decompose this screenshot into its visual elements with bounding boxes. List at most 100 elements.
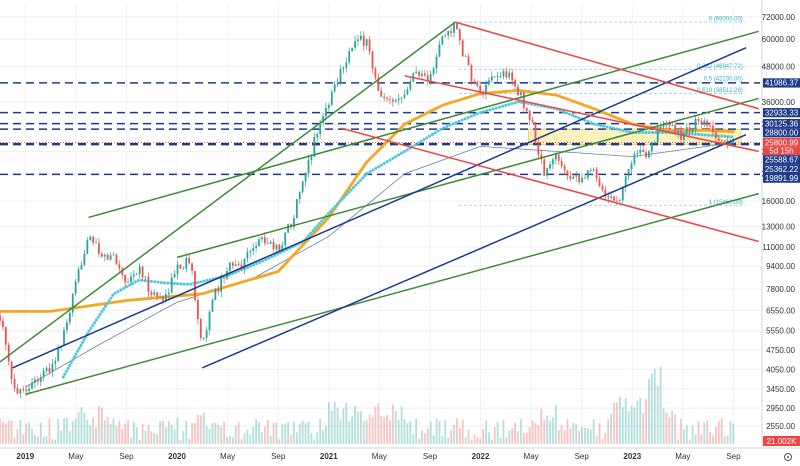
candle-body bbox=[464, 56, 467, 58]
fib-label: 0.382 (46947.72) bbox=[697, 64, 743, 70]
candle-body bbox=[703, 120, 706, 124]
candle-body bbox=[39, 377, 42, 382]
volume-bar bbox=[514, 422, 517, 444]
volume-bar bbox=[51, 439, 54, 444]
candle-body bbox=[383, 96, 386, 98]
volume-bar bbox=[557, 430, 560, 444]
volume-bar bbox=[633, 407, 636, 444]
candle-body bbox=[380, 90, 383, 97]
volume-bar bbox=[552, 417, 554, 444]
candle-body bbox=[31, 382, 33, 389]
volume-bar bbox=[648, 379, 650, 444]
volume-bar bbox=[386, 415, 388, 444]
candle-body bbox=[106, 254, 109, 260]
trend-line bbox=[0, 21, 456, 363]
candle-body bbox=[333, 84, 336, 92]
y-axis-ticks: 72000.0060000.0048000.0036000.0030000.00… bbox=[762, 13, 796, 431]
candle-body bbox=[706, 120, 709, 126]
candle-body bbox=[543, 159, 546, 176]
x-tick-label: 2021 bbox=[320, 452, 338, 461]
candle-body bbox=[662, 124, 665, 128]
volume-bar bbox=[13, 437, 16, 444]
candle-body bbox=[476, 82, 479, 86]
volume-bar bbox=[237, 422, 240, 444]
volume-bar bbox=[461, 419, 464, 444]
candle-body bbox=[421, 73, 423, 76]
countdown-box bbox=[763, 147, 800, 156]
volume-bar bbox=[185, 420, 188, 444]
candle-body bbox=[418, 71, 420, 76]
candle-body bbox=[121, 268, 124, 276]
volume-bar bbox=[656, 385, 659, 444]
volume-bar bbox=[89, 425, 92, 444]
volume-bar bbox=[31, 428, 33, 444]
fib-label: 0 (69000.00) bbox=[709, 17, 743, 23]
candle-body bbox=[141, 266, 144, 278]
y-tick-label: 11000.00 bbox=[762, 243, 795, 252]
volume-bar bbox=[636, 400, 639, 444]
volume-bar bbox=[453, 424, 455, 444]
volume-bar bbox=[124, 423, 127, 444]
volume-bar bbox=[156, 434, 159, 444]
volume-bar bbox=[263, 426, 266, 444]
candle-body bbox=[467, 56, 470, 66]
volume-bar bbox=[447, 437, 450, 444]
volume-bar bbox=[150, 431, 153, 444]
volume-bar bbox=[493, 426, 496, 444]
x-tick-label: Sep bbox=[726, 452, 741, 461]
candle-body bbox=[223, 277, 225, 279]
volume-bar bbox=[665, 412, 668, 444]
candle-body bbox=[479, 85, 482, 93]
candle-body bbox=[243, 258, 246, 270]
volume-bars bbox=[0, 366, 735, 444]
candle-body bbox=[642, 149, 645, 153]
volume-bar bbox=[194, 423, 196, 444]
volume-bar bbox=[348, 421, 351, 444]
candle-body bbox=[653, 142, 656, 144]
volume-bar bbox=[621, 407, 624, 444]
volume-bar bbox=[191, 422, 193, 444]
candle-body bbox=[581, 177, 583, 183]
y-tick-label: 3450.00 bbox=[766, 385, 795, 394]
volume-bar bbox=[627, 411, 630, 444]
volume-label-box: 21.002K bbox=[763, 436, 800, 446]
candle-body bbox=[211, 300, 214, 312]
candle-body bbox=[688, 127, 691, 133]
volume-bar bbox=[159, 421, 161, 444]
candle-body bbox=[310, 156, 313, 160]
volume-bar bbox=[391, 404, 394, 444]
candle-body bbox=[607, 196, 610, 198]
volume-bar bbox=[618, 396, 621, 444]
volume-bar bbox=[456, 418, 458, 444]
volume-bar bbox=[211, 422, 214, 444]
settings-icon[interactable] bbox=[784, 453, 792, 461]
volume-bar bbox=[377, 403, 380, 444]
price-axis-panel bbox=[762, 0, 800, 466]
candle-body bbox=[406, 89, 409, 95]
level-label-box bbox=[763, 128, 800, 138]
candle-body bbox=[252, 248, 255, 251]
volume-bar bbox=[54, 439, 57, 444]
candle-body bbox=[601, 186, 604, 190]
volume-bar bbox=[0, 418, 1, 444]
volume-bar bbox=[170, 424, 173, 444]
volume-bar bbox=[380, 415, 383, 444]
candle-body bbox=[138, 266, 141, 274]
volume-bar bbox=[223, 421, 225, 444]
volume-bar bbox=[74, 418, 77, 444]
volume-bar bbox=[563, 429, 566, 444]
volume-bar bbox=[25, 423, 28, 444]
volume-bar bbox=[549, 421, 551, 444]
level-label-text: 41986.37 bbox=[765, 79, 799, 88]
candle-body bbox=[522, 92, 525, 108]
volume-bar bbox=[589, 429, 592, 444]
candle-body bbox=[4, 327, 7, 345]
volume-bar bbox=[706, 420, 709, 444]
trend-line bbox=[176, 97, 759, 259]
candle-body bbox=[409, 81, 412, 90]
candle-body bbox=[313, 137, 316, 157]
candle-body bbox=[715, 132, 717, 139]
volume-bar bbox=[77, 411, 80, 444]
